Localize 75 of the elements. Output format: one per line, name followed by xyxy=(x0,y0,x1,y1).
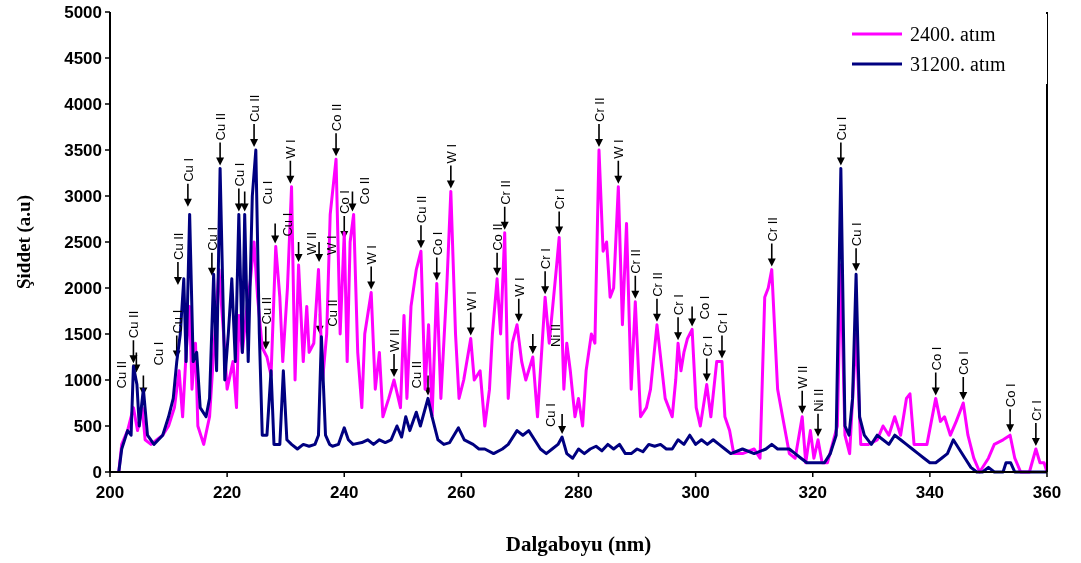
annotation: Cu I xyxy=(833,116,849,141)
y-tick-label: 3500 xyxy=(64,140,102,160)
annotation: Co II xyxy=(490,223,506,251)
annotation: W II xyxy=(387,328,403,352)
annotation: Cr II xyxy=(497,180,513,205)
annotation: W II xyxy=(303,231,319,255)
y-tick-label: 1000 xyxy=(64,370,102,390)
annotation: Cu II xyxy=(247,94,263,122)
x-tick-label: 240 xyxy=(330,483,359,502)
annotation: Cr II xyxy=(592,97,607,122)
annotation: Cu I xyxy=(151,341,167,366)
annotation: Cu I xyxy=(180,157,196,182)
annotation: Cu II xyxy=(408,360,424,389)
annotation: Cr II xyxy=(649,272,665,297)
y-tick-label: 1500 xyxy=(64,324,102,344)
x-tick-label: 280 xyxy=(564,483,593,502)
annotation: Cr II xyxy=(628,249,644,274)
annotation: W I xyxy=(283,139,299,159)
annotation: Cr I xyxy=(699,335,715,357)
annotation: Co I xyxy=(1003,383,1019,408)
annotation: Co I xyxy=(928,346,944,371)
x-tick-label: 360 xyxy=(1032,483,1062,502)
y-tick-label: 2500 xyxy=(64,232,102,252)
legend-label: 31200. atım xyxy=(910,53,1006,75)
annotation: Cr II xyxy=(764,217,780,242)
annotation: W II xyxy=(795,365,811,389)
annotation: W I xyxy=(364,245,380,265)
annotation: Cr I xyxy=(1028,400,1044,421)
x-axis-title: Dalgaboyu (nm) xyxy=(505,532,652,556)
annotation: Cu I xyxy=(231,162,247,187)
annotation: Cu I xyxy=(259,180,275,205)
annotation: Cu II xyxy=(258,296,274,325)
annotation: Cr I xyxy=(671,294,687,316)
y-tick-label: 0 xyxy=(92,462,102,482)
legend-label: 2400. atım xyxy=(910,23,996,45)
annotation: Cu II xyxy=(213,112,229,141)
annotation: Co I xyxy=(697,295,713,320)
y-tick-label: 500 xyxy=(73,416,102,436)
x-tick-label: 340 xyxy=(915,483,945,502)
annotation: Co I xyxy=(956,351,972,375)
annotation: W I xyxy=(324,235,340,255)
y-tick-label: 3000 xyxy=(64,186,102,206)
annotation: Co I xyxy=(337,190,353,214)
annotation: W I xyxy=(611,139,627,159)
annotation: Cu II xyxy=(324,299,340,327)
x-tick-label: 200 xyxy=(95,483,125,502)
annotation: Cr I xyxy=(538,248,554,270)
x-tick-label: 300 xyxy=(681,483,710,502)
annotation: Cu I xyxy=(543,403,559,428)
annotation: Cu I xyxy=(204,226,220,251)
x-tick-label: 220 xyxy=(212,483,242,502)
annotation: W I xyxy=(463,291,479,311)
y-tick-label: 5000 xyxy=(64,2,102,22)
annotation: Ni II xyxy=(547,323,563,347)
annotation: W I xyxy=(443,143,459,164)
annotation: Co II xyxy=(357,176,373,205)
y-axis-title: Şiddet (a.u) xyxy=(13,195,35,289)
annotation: Cu II xyxy=(126,310,142,339)
annotation: Cr I xyxy=(714,312,730,334)
annotation: Cu I xyxy=(280,212,296,237)
annotation: Co II xyxy=(329,103,345,132)
y-tick-label: 2000 xyxy=(64,278,102,298)
annotation: Cu II xyxy=(114,360,130,389)
annotation: Ni II xyxy=(811,388,827,412)
annotation: Cu I xyxy=(169,309,185,334)
annotation: Co I xyxy=(429,231,445,256)
annotation: Cu II xyxy=(170,232,186,260)
x-tick-label: 260 xyxy=(447,483,476,502)
annotation: Cu I xyxy=(849,222,865,247)
y-tick-label: 4000 xyxy=(64,94,102,114)
annotation: Cr I xyxy=(552,188,568,210)
x-tick-label: 320 xyxy=(798,483,827,502)
y-tick-label: 4500 xyxy=(64,48,102,68)
annotation: Cu II xyxy=(413,195,429,224)
annotation: W I xyxy=(511,277,527,297)
